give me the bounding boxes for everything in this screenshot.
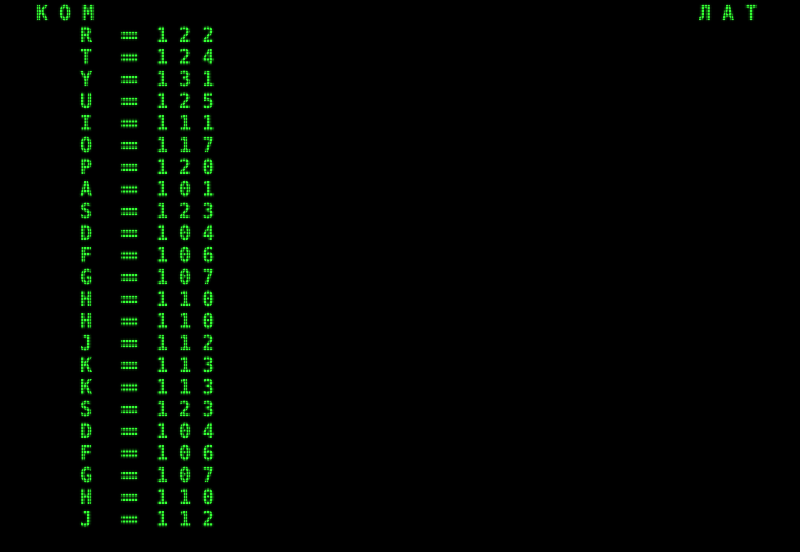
equals-sign: = — [120, 463, 139, 487]
equals-sign: = — [120, 221, 139, 245]
key-letter: F — [80, 243, 93, 267]
octal-code: 112 — [156, 331, 226, 355]
key-letter: R — [80, 23, 93, 47]
equals-sign: = — [120, 177, 139, 201]
octal-code: 111 — [156, 111, 226, 135]
key-code-line: T = 124 — [0, 46, 800, 68]
octal-code: 110 — [156, 309, 226, 333]
key-letter: O — [80, 133, 93, 157]
key-letter: D — [80, 221, 93, 245]
equals-sign: = — [120, 287, 139, 311]
key-letter: P — [80, 155, 93, 179]
octal-code: 112 — [156, 507, 226, 531]
key-code-line: U = 125 — [0, 90, 800, 112]
equals-sign: = — [120, 45, 139, 69]
key-code-line: H = 110 — [0, 486, 800, 508]
key-code-line: D = 104 — [0, 222, 800, 244]
equals-sign: = — [120, 243, 139, 267]
key-code-line: R = 122 — [0, 24, 800, 46]
key-code-line: K = 113 — [0, 354, 800, 376]
key-letter: Y — [80, 67, 93, 91]
octal-code: 125 — [156, 89, 226, 113]
key-code-line: K = 113 — [0, 376, 800, 398]
key-code-line: H = 110 — [0, 310, 800, 332]
key-letter: I — [80, 111, 93, 135]
key-letter: J — [80, 507, 93, 531]
key-letter: H — [80, 309, 93, 333]
key-code-line: J = 112 — [0, 332, 800, 354]
key-code-list: R = 122 T = 124 Y = 131 U = 125 I = 111 O = 117 P = 12… — [0, 24, 800, 530]
octal-code: 123 — [156, 397, 226, 421]
key-letter: A — [80, 177, 93, 201]
key-letter: K — [80, 353, 93, 377]
equals-sign: = — [120, 133, 139, 157]
key-letter: G — [80, 463, 93, 487]
key-code-line: F = 106 — [0, 244, 800, 266]
key-code-line: A = 101 — [0, 178, 800, 200]
key-letter: H — [80, 485, 93, 509]
equals-sign: = — [120, 23, 139, 47]
octal-code: 124 — [156, 45, 226, 69]
equals-sign: = — [120, 265, 139, 289]
equals-sign: = — [120, 419, 139, 443]
key-code-line: G = 107 — [0, 464, 800, 486]
equals-sign: = — [120, 375, 139, 399]
octal-code: 106 — [156, 243, 226, 267]
octal-code: 113 — [156, 353, 226, 377]
equals-sign: = — [120, 485, 139, 509]
key-code-line: I = 111 — [0, 112, 800, 134]
octal-code: 122 — [156, 23, 226, 47]
octal-code: 110 — [156, 287, 226, 311]
key-code-line: D = 104 — [0, 420, 800, 442]
key-code-line: S = 123 — [0, 398, 800, 420]
octal-code: 107 — [156, 265, 226, 289]
octal-code: 113 — [156, 375, 226, 399]
equals-sign: = — [120, 507, 139, 531]
octal-code: 123 — [156, 199, 226, 223]
mode-indicator-kom: КОМ — [36, 1, 106, 25]
key-letter: H — [80, 287, 93, 311]
key-code-line: O = 117 — [0, 134, 800, 156]
equals-sign: = — [120, 67, 139, 91]
octal-code: 117 — [156, 133, 226, 157]
key-letter: U — [80, 89, 93, 113]
octal-code: 106 — [156, 441, 226, 465]
equals-sign: = — [120, 441, 139, 465]
equals-sign: = — [120, 111, 139, 135]
equals-sign: = — [120, 199, 139, 223]
mode-indicator-row: КОМ ЛАТ — [0, 2, 800, 24]
octal-code: 120 — [156, 155, 226, 179]
octal-code: 107 — [156, 463, 226, 487]
key-code-line: F = 106 — [0, 442, 800, 464]
key-letter: T — [80, 45, 93, 69]
key-code-line: G = 107 — [0, 266, 800, 288]
mode-indicator-lat: ЛАТ — [699, 1, 769, 25]
key-letter: S — [80, 397, 93, 421]
octal-code: 131 — [156, 67, 226, 91]
key-letter: J — [80, 331, 93, 355]
octal-code: 104 — [156, 221, 226, 245]
equals-sign: = — [120, 397, 139, 421]
equals-sign: = — [120, 353, 139, 377]
key-code-line: J = 112 — [0, 508, 800, 530]
octal-code: 110 — [156, 485, 226, 509]
key-code-line: Y = 131 — [0, 68, 800, 90]
key-code-line: P = 120 — [0, 156, 800, 178]
equals-sign: = — [120, 331, 139, 355]
key-letter: S — [80, 199, 93, 223]
equals-sign: = — [120, 155, 139, 179]
key-code-line: H = 110 — [0, 288, 800, 310]
key-letter: D — [80, 419, 93, 443]
key-letter: F — [80, 441, 93, 465]
octal-code: 101 — [156, 177, 226, 201]
equals-sign: = — [120, 89, 139, 113]
equals-sign: = — [120, 309, 139, 333]
key-letter: G — [80, 265, 93, 289]
octal-code: 104 — [156, 419, 226, 443]
key-code-line: S = 123 — [0, 200, 800, 222]
key-letter: K — [80, 375, 93, 399]
